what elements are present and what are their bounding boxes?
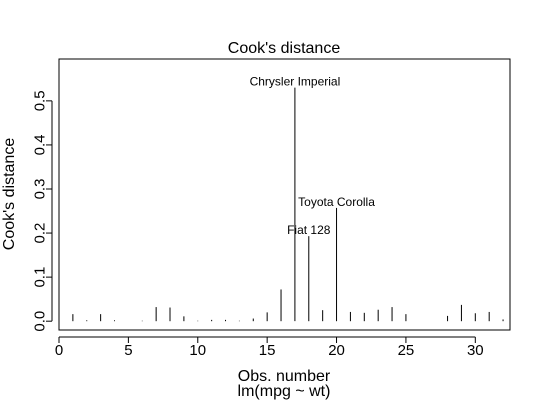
chart-title: Cook's distance (228, 40, 341, 57)
cooks-distance-bars (72, 87, 504, 322)
y-axis: 0.0 0.1 0.2 0.3 0.4 0.5 (32, 90, 53, 332)
x-axis-label: Obs. number (238, 368, 331, 385)
y-tick-label: 0.1 (32, 267, 49, 288)
x-tick-label: 0 (55, 342, 63, 359)
y-tick-label: 0.2 (32, 223, 49, 244)
y-tick-label: 0.4 (32, 134, 49, 155)
y-tick-label: 0.0 (32, 311, 49, 332)
point-annotation: Fiat 128 (287, 223, 331, 237)
x-tick-label: 5 (124, 342, 132, 359)
x-tick-label: 30 (467, 342, 484, 359)
point-annotation: Chrysler Imperial (250, 75, 341, 89)
x-tick-label: 15 (259, 342, 276, 359)
point-annotations: Chrysler Imperial Toyota Corolla Fiat 128 (250, 75, 376, 237)
x-tick-label: 25 (398, 342, 415, 359)
y-axis-label: Cook's distance (1, 138, 18, 251)
x-axis: 0 5 10 15 20 25 30 (55, 336, 484, 359)
x-tick-label: 10 (189, 342, 206, 359)
point-annotation: Toyota Corolla (298, 195, 375, 209)
x-tick-label: 20 (328, 342, 345, 359)
plot-frame (58, 58, 511, 331)
y-tick-label: 0.5 (32, 90, 49, 111)
y-tick-label: 0.3 (32, 179, 49, 200)
model-subtitle: lm(mpg ~ wt) (238, 383, 331, 400)
